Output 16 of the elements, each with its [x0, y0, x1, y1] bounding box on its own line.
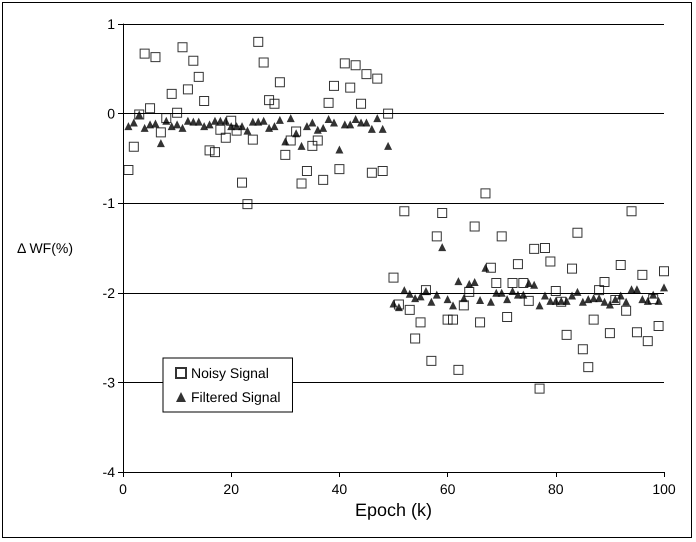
y-axis-title: Δ WF(%) — [16, 240, 73, 256]
x-tick-label: 0 — [119, 481, 128, 497]
y-tick-label: -3 — [102, 374, 116, 390]
y-tick-label: 0 — [107, 106, 116, 122]
x-tick-label: 100 — [652, 481, 676, 497]
y-tick-label: -2 — [102, 284, 116, 301]
legend-label: Noisy Signal — [191, 365, 269, 381]
x-tick-label: 40 — [332, 481, 348, 497]
legend-label: Filtered Signal — [191, 389, 280, 405]
x-tick-label: 60 — [440, 481, 456, 497]
x-tick-label: 80 — [548, 481, 564, 497]
x-axis-title: Epoch (k) — [354, 500, 432, 520]
y-tick-label: 1 — [107, 16, 116, 32]
y-tick-label: -4 — [102, 464, 116, 480]
y-tick-label: -1 — [102, 195, 116, 212]
x-tick-label: 20 — [223, 481, 240, 497]
